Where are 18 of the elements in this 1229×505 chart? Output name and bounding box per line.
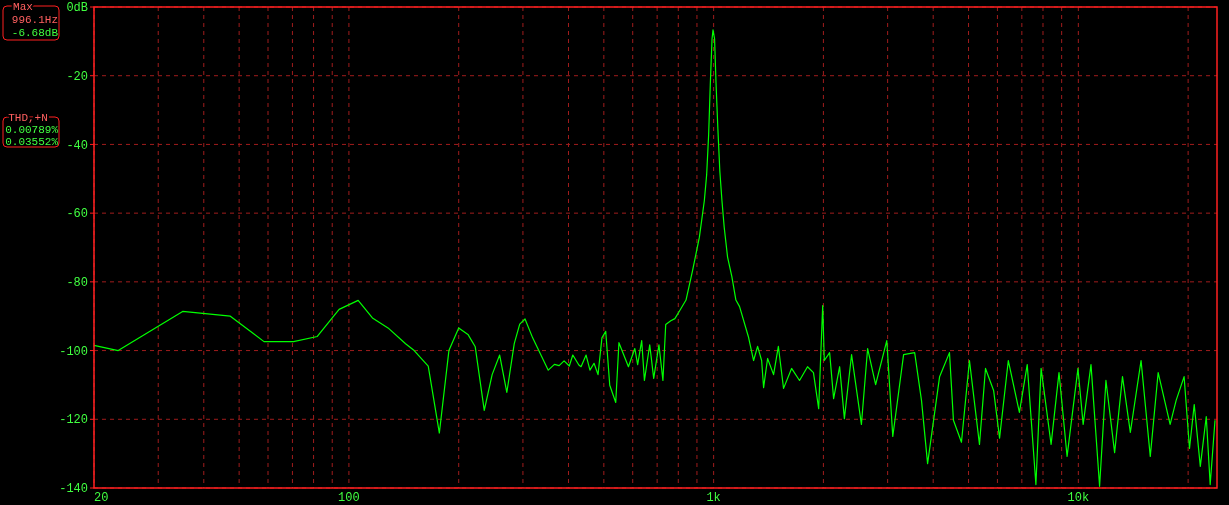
y-tick-label: 0dB bbox=[66, 1, 88, 16]
y-tick-label: -140 bbox=[59, 482, 88, 497]
y-tick-label: -40 bbox=[66, 138, 88, 153]
y-tick-label: -60 bbox=[66, 207, 88, 222]
y-tick-label: -120 bbox=[59, 413, 88, 428]
x-tick-label: 20 bbox=[94, 491, 109, 505]
text: Max bbox=[13, 1, 34, 13]
x-tick-label: 10k bbox=[1067, 491, 1090, 505]
text: THD,+N bbox=[8, 112, 48, 124]
text: 996.1Hz bbox=[11, 14, 58, 26]
text: -6.68dB bbox=[11, 27, 59, 39]
x-tick-label: 1k bbox=[706, 491, 721, 505]
y-tick-label: -100 bbox=[59, 344, 88, 359]
x-tick-label: 100 bbox=[338, 491, 360, 505]
y-tick-label: -80 bbox=[66, 276, 88, 291]
text: 0.03552% bbox=[5, 136, 59, 148]
text: 0.00789% bbox=[5, 124, 59, 136]
y-tick-label: -20 bbox=[66, 69, 88, 84]
